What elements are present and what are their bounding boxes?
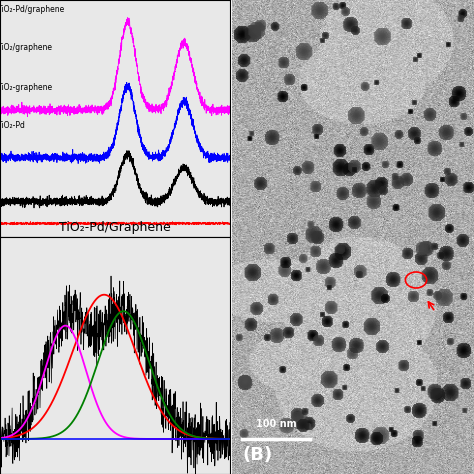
Text: TiO₂-Pd/graphene: TiO₂-Pd/graphene bbox=[0, 5, 65, 14]
Text: TiO₂-Pd: TiO₂-Pd bbox=[0, 121, 26, 130]
X-axis label: Wavelength(nm): Wavelength(nm) bbox=[68, 255, 162, 264]
Text: TiO₂/graphene: TiO₂/graphene bbox=[0, 43, 53, 52]
Text: 100 nm: 100 nm bbox=[255, 419, 296, 429]
Text: TiO₂-graphene: TiO₂-graphene bbox=[0, 83, 53, 92]
Text: (B): (B) bbox=[242, 446, 272, 464]
Title: TiO₂-Pd/Graphene: TiO₂-Pd/Graphene bbox=[59, 221, 171, 235]
